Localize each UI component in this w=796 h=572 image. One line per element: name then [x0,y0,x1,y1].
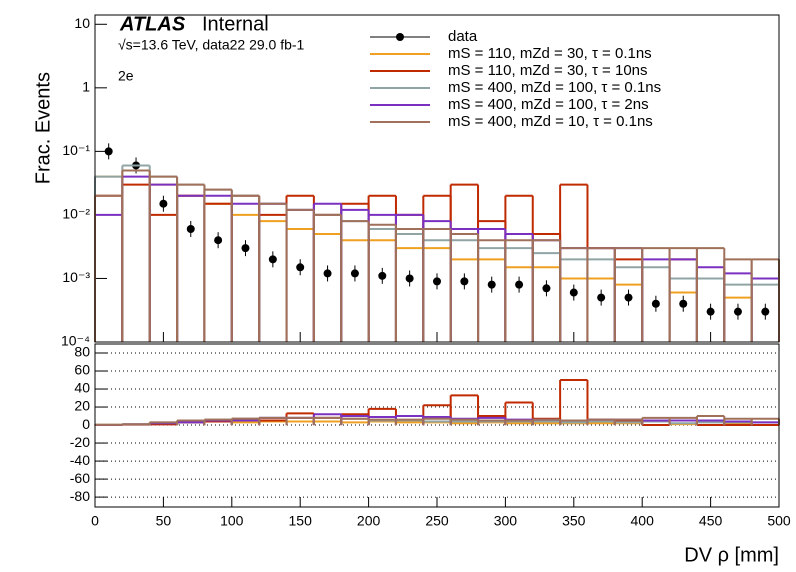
data-point [296,263,305,272]
y-tick-label: 10 [74,15,90,31]
legend-label: mS = 110, mZd = 30, τ = 0.1ns [448,45,652,62]
data-point [460,277,469,286]
data-point [542,284,551,293]
data-point [378,271,387,280]
x-tick-label: 200 [357,513,381,529]
data-point [268,255,277,264]
data-point [597,293,606,302]
y-tick-label: -60 [70,470,90,486]
legend-label: mS = 400, mZd = 100, τ = 0.1ns [448,79,661,96]
y-tick-label: 10⁻⁴ [61,333,90,349]
x-tick-label: 400 [631,513,655,529]
data-point [624,293,633,302]
y-tick-label: 1 [82,79,90,95]
data-point [515,280,524,289]
x-tick-label: 150 [289,513,313,529]
legend-label: mS = 110, mZd = 30, τ = 10ns [448,62,648,79]
x-tick-label: 250 [425,513,449,529]
legend-label: data [448,28,478,45]
data-point [323,269,332,278]
y-tick-label: -40 [70,452,90,468]
x-tick-label: 350 [562,513,586,529]
x-tick-label: 0 [91,513,99,529]
data-point [104,147,113,156]
channel: 2e [118,68,134,84]
status: Internal [202,13,269,35]
plot-frame [94,343,780,508]
subtitle: √s=13.6 TeV, data22 29.0 fb-1 [118,37,305,53]
x-tick-label: 450 [699,513,723,529]
legend-marker [396,33,404,41]
y-tick-label: 60 [74,362,90,378]
y-tick-label: 80 [74,344,90,360]
data-point [706,307,715,316]
experiment: ATLAS [119,13,186,35]
y-tick-label: -80 [70,488,90,504]
y-tick-label: 40 [74,380,90,396]
data-point [241,244,250,253]
data-point [214,236,223,245]
data-point [159,199,168,208]
legend-label: mS = 400, mZd = 100, τ = 2ns [448,96,649,113]
x-tick-label: 50 [156,513,172,529]
y-tick-label: -20 [70,434,90,450]
x-tick-label: 300 [494,513,518,529]
data-point [405,274,414,283]
plot-frame [94,14,780,343]
y-tick-label: 20 [74,398,90,414]
y-tick-label: 10⁻³ [62,269,90,285]
x-tick-label: 500 [767,513,791,529]
data-point [733,307,742,316]
data-point [569,288,578,297]
data-point [761,307,770,316]
data-point [679,299,688,308]
y-tick-label: 10⁻¹ [62,142,90,158]
x-tick-label: 100 [220,513,244,529]
y-tick-label: 0 [82,416,90,432]
data-point [487,280,496,289]
data-point [651,299,660,308]
y-axis-label: Frac. Events [32,72,54,184]
data-point [350,269,359,278]
data-point [433,277,441,286]
data-point [186,225,195,234]
legend-label: mS = 400, mZd = 10, τ = 0.1ns [448,113,653,130]
y-tick-label: 10⁻² [62,206,90,222]
x-axis-label: DV ρ [mm] [684,544,779,566]
